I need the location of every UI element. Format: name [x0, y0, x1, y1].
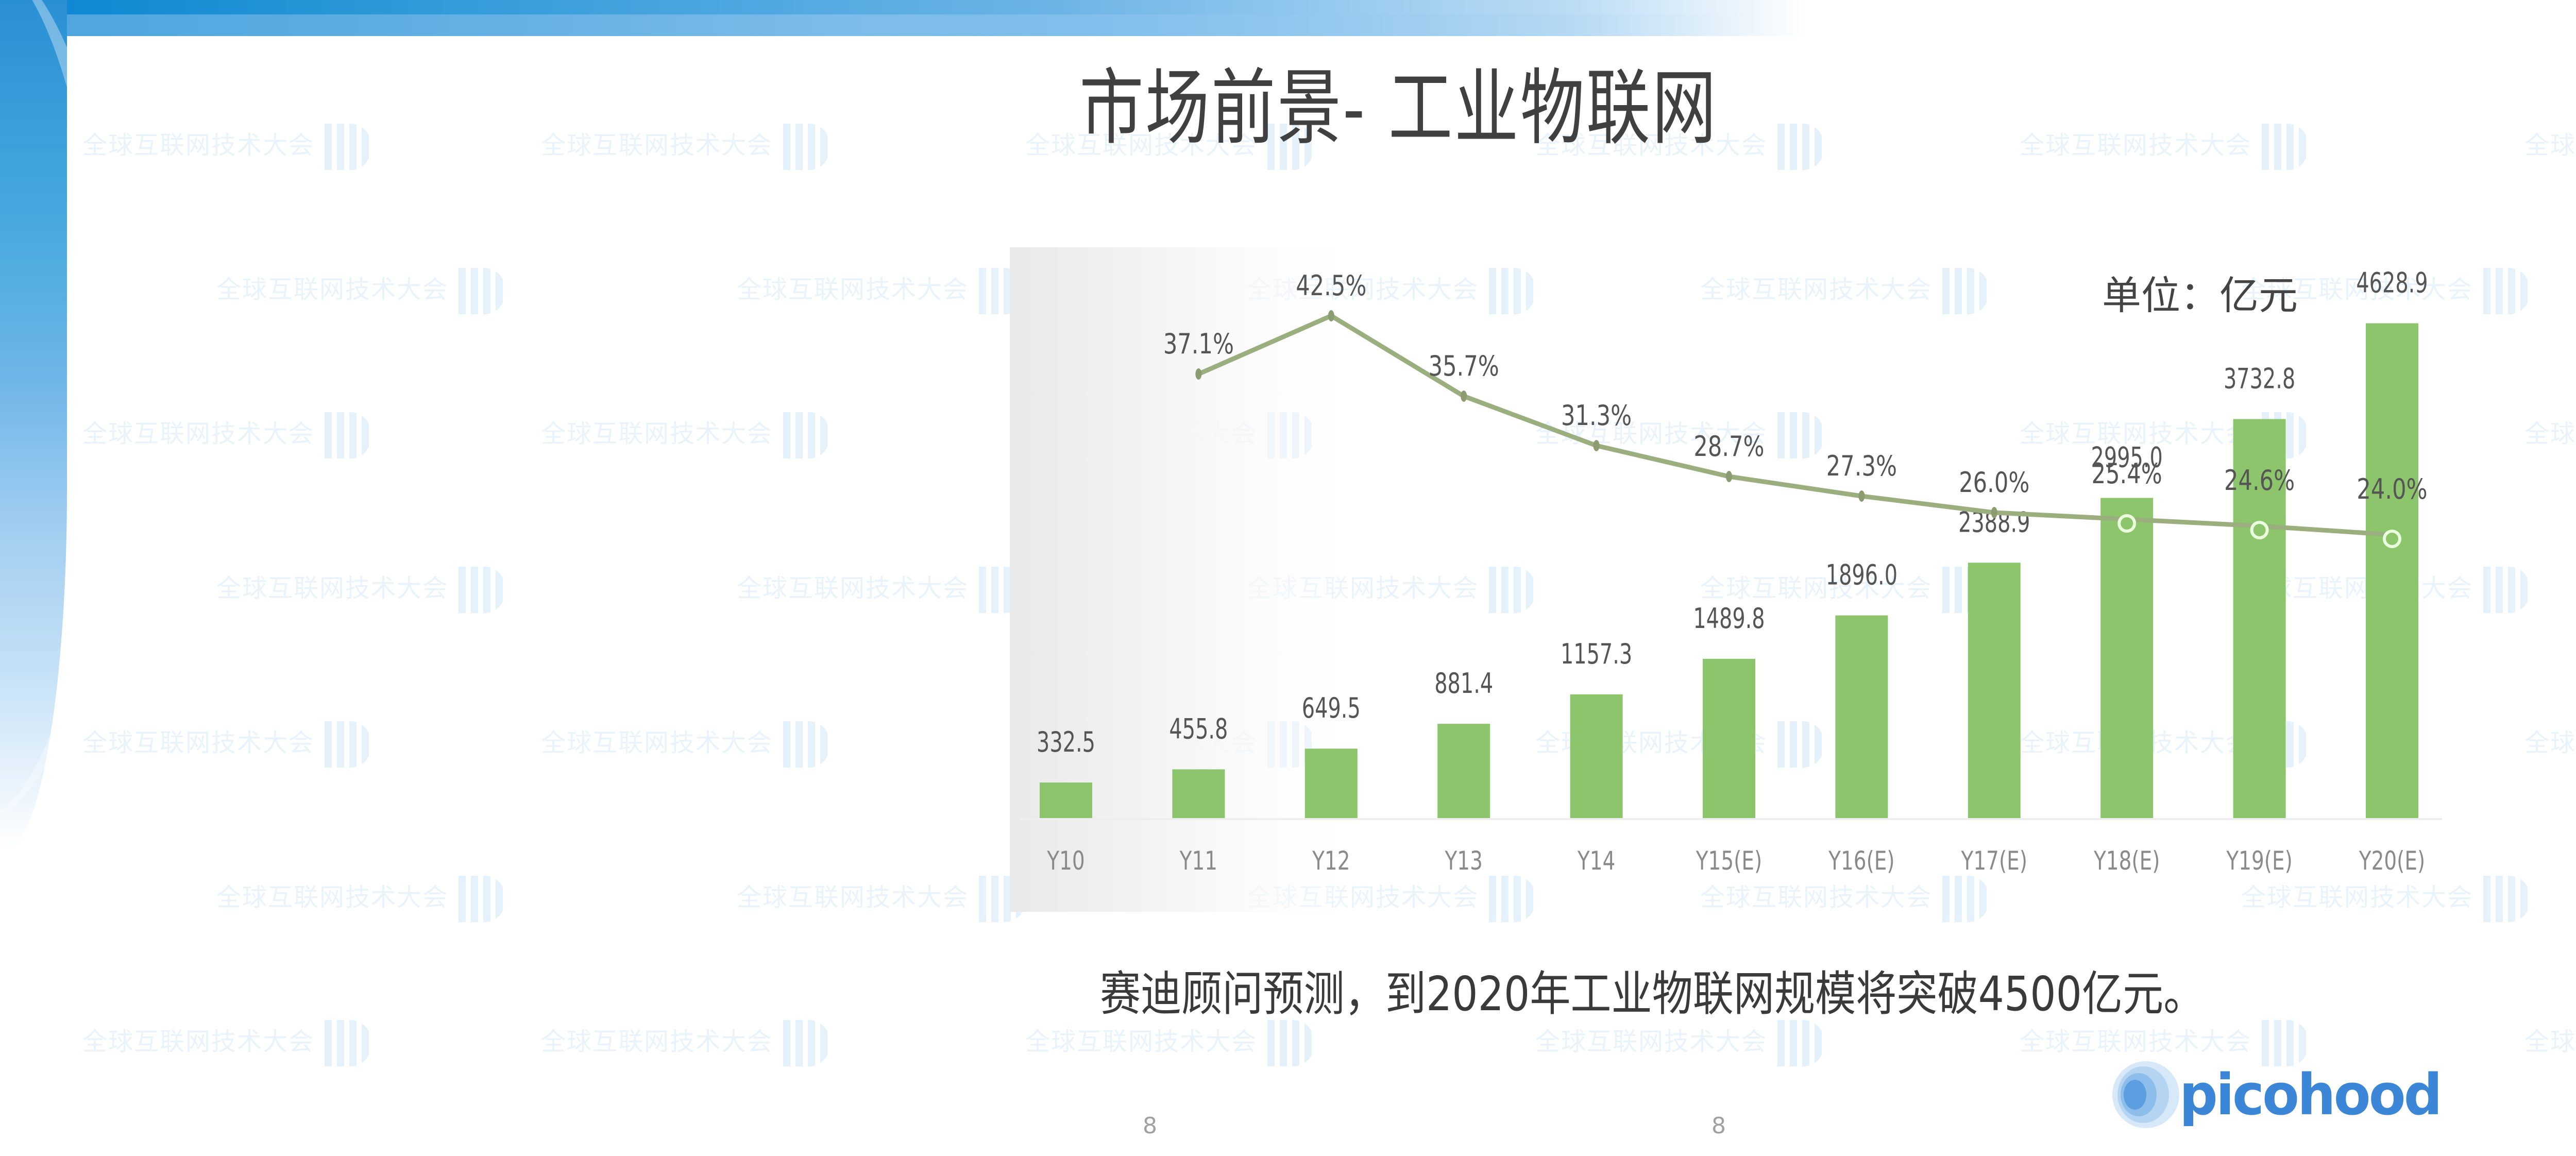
growth-rate-label: 27.3% [1826, 450, 1897, 482]
watermark: 全球互联网技术大会 [216, 876, 505, 922]
bar-value-label: 332.5 [1037, 726, 1095, 758]
picohood-logo: picohood [2112, 1056, 2454, 1133]
logo-text: picohood [2179, 1062, 2443, 1128]
growth-rate-line [1197, 313, 2393, 537]
line-marker [1858, 490, 1865, 502]
line-marker [1461, 390, 1467, 402]
growth-rate-label: 31.3% [1561, 399, 1632, 432]
x-axis-label: Y16(E) [1828, 845, 1894, 876]
watermark: 全球互联网技术大会 [1025, 124, 1314, 170]
growth-rate-label: 25.4% [2092, 457, 2162, 490]
watermark: 全球互联网技术大会 [82, 412, 371, 458]
x-axis-label: Y14 [1577, 845, 1615, 876]
line-marker [1328, 310, 1334, 321]
watermark: 全球互联网技术大会 [2524, 728, 2576, 757]
bar-Y13 [1437, 724, 1490, 818]
growth-rate-label: 24.0% [2357, 473, 2427, 505]
bar-value-label: 2995.0 [2091, 441, 2163, 473]
logo-signal-icon [2112, 1056, 2179, 1133]
slide-title: 市场前景- 工业物联网 [1079, 60, 1718, 156]
bar-value-label: 455.8 [1169, 712, 1228, 745]
growth-rate-label: 24.6% [2224, 464, 2295, 497]
bar-Y14 [1570, 694, 1623, 818]
bar-Y11 [1172, 769, 1225, 818]
watermark: 全球互联网技术大会 [2020, 124, 2309, 170]
bar-value-label: 1157.3 [1561, 638, 1632, 670]
growth-rate-label: 35.7% [1429, 350, 1499, 382]
watermark: 全球互联网技术大会 [1025, 1020, 1314, 1066]
bar-value-label: 1896.0 [1826, 558, 1897, 591]
watermark: 全球互联网技术大会 [82, 124, 371, 170]
x-axis-label: Y19(E) [2226, 845, 2292, 876]
unit-label: 单位：亿元 [2102, 273, 2298, 318]
x-axis-label: Y12 [1312, 845, 1350, 876]
bar-Y16(E) [1835, 615, 1888, 818]
bar-Y17(E) [1968, 563, 2021, 818]
bar-Y12 [1304, 749, 1358, 818]
watermark: 全球互联网技术大会 [216, 567, 505, 613]
growth-rate-label: 28.7% [1693, 430, 1764, 463]
bar-Y20(E) [2366, 323, 2418, 818]
watermark: 全球互联网技术大会 [2524, 419, 2576, 448]
watermark: 全球互联网技术大会 [541, 124, 830, 170]
watermark: 全球互联网技术大会 [541, 721, 830, 768]
line-marker-hollow [2117, 514, 2137, 533]
watermark: 全球互联网技术大会 [2524, 131, 2576, 160]
watermark: 全球互联网技术大会 [737, 876, 1026, 922]
top-banner-overlay [0, 14, 1752, 36]
bar-Y15(E) [1703, 658, 1755, 818]
bar-Y19(E) [2233, 419, 2286, 818]
line-marker [1593, 440, 1600, 451]
page-number-duplicate: 8 [1711, 1113, 1726, 1139]
bar-Y10 [1040, 783, 1092, 818]
bar-value-label: 4628.9 [2356, 266, 2428, 299]
x-axis-label: Y10 [1046, 845, 1084, 876]
x-axis-label: Y20(E) [2359, 845, 2425, 876]
watermark: 全球互联网技术大会 [2020, 1020, 2309, 1066]
line-marker-hollow [2383, 530, 2401, 548]
watermark: 全球互联网技术大会 [1535, 124, 1824, 170]
watermark: 全球互联网技术大会 [541, 1020, 830, 1066]
line-marker [1195, 368, 1202, 380]
watermark: 全球互联网技术大会 [1535, 1020, 1824, 1066]
chart-canvas: 332.5 Y10 455.8 Y11 649.5 Y12 881.4 Y13 1157.3 Y1… [1010, 247, 2478, 912]
page-number: 8 [1143, 1113, 1157, 1139]
watermark: 全球互联网技术大会 [82, 721, 371, 768]
growth-rate-label: 37.1% [1163, 328, 1234, 360]
market-size-chart: 332.5 Y10 455.8 Y11 649.5 Y12 881.4 Y13 1157.3 Y1… [1010, 242, 2478, 912]
slide-caption: 赛迪顾问预测，到2020年工业物联网规模将突破4500亿元。 [1100, 966, 2205, 1022]
watermark: 全球互联网技术大会 [737, 268, 1026, 314]
x-axis-label: Y17(E) [1961, 845, 2027, 876]
line-marker [1726, 471, 1732, 482]
line-marker [1991, 507, 1997, 518]
x-axis-label: Y18(E) [2093, 845, 2160, 876]
bar-Y18(E) [2100, 498, 2154, 818]
x-axis-label: Y15(E) [1696, 845, 1762, 876]
line-marker-hollow [2250, 521, 2269, 539]
growth-rate-label: 42.5% [1296, 269, 1366, 302]
watermark: 全球互联网技术大会 [82, 1020, 371, 1066]
x-axis-label: Y11 [1179, 845, 1217, 876]
growth-rate-label: 26.0% [1959, 466, 2029, 499]
x-axis-label: Y13 [1445, 845, 1483, 876]
bar-value-label: 1489.8 [1693, 602, 1765, 635]
bar-value-label: 649.5 [1302, 692, 1361, 724]
bar-value-label: 881.4 [1434, 667, 1493, 700]
watermark: 全球互联网技术大会 [737, 567, 1026, 613]
watermark: 全球互联网技术大会 [216, 268, 505, 314]
watermark: 全球互联网技术大会 [2524, 1027, 2576, 1056]
bar-value-label: 3732.8 [2224, 362, 2295, 395]
watermark: 全球互联网技术大会 [541, 412, 830, 458]
